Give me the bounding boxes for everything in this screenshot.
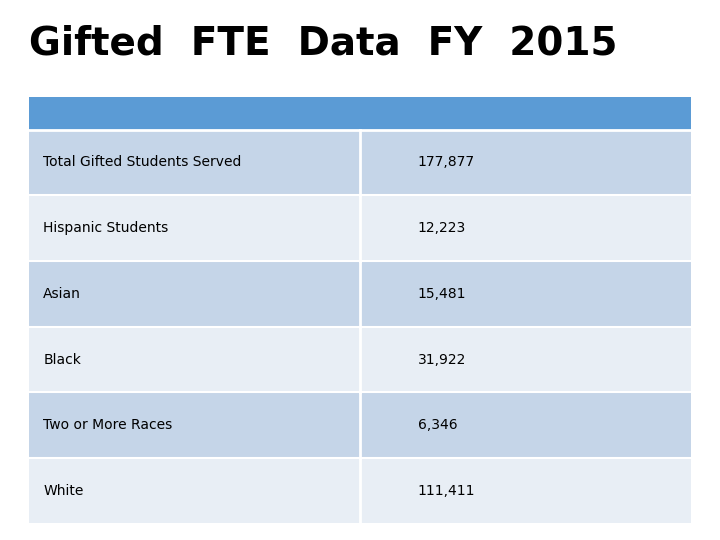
Text: Black: Black xyxy=(43,353,81,367)
Text: 15,481: 15,481 xyxy=(418,287,466,301)
Text: 31,922: 31,922 xyxy=(418,353,466,367)
Text: 111,411: 111,411 xyxy=(418,484,475,498)
Text: 177,877: 177,877 xyxy=(418,156,474,170)
Text: Hispanic Students: Hispanic Students xyxy=(43,221,168,235)
Text: Gifted  FTE  Data  FY  2015: Gifted FTE Data FY 2015 xyxy=(29,24,617,62)
Text: Two or More Races: Two or More Races xyxy=(43,418,173,432)
Text: Total Gifted Students Served: Total Gifted Students Served xyxy=(43,156,242,170)
Text: 6,346: 6,346 xyxy=(418,418,457,432)
Text: Asian: Asian xyxy=(43,287,81,301)
Text: White: White xyxy=(43,484,84,498)
Text: 12,223: 12,223 xyxy=(418,221,466,235)
